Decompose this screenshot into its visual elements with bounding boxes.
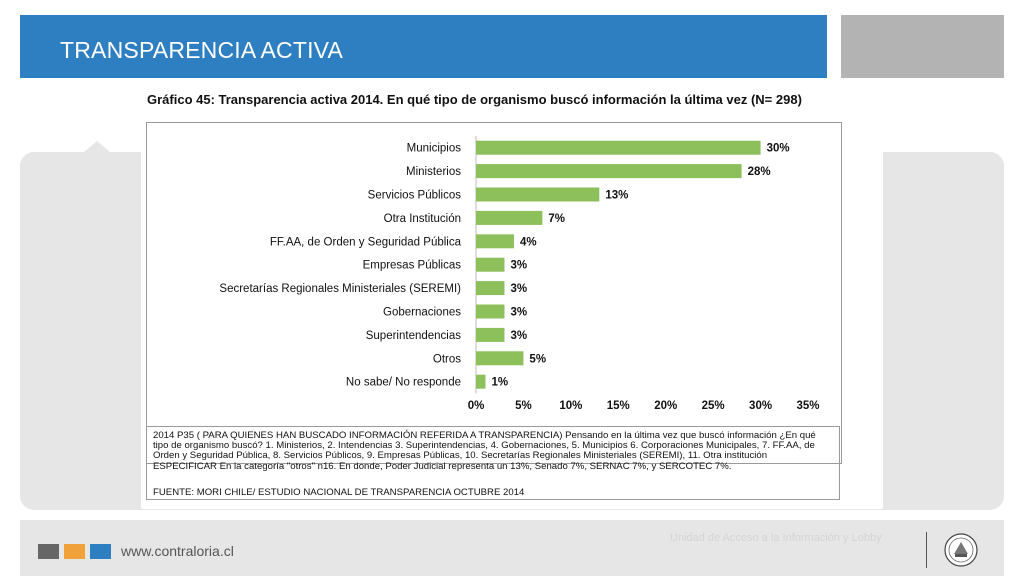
contraloria-seal-icon xyxy=(944,533,978,567)
category-label: Superintendencias xyxy=(366,330,462,342)
bar-chart: Municipios 30% Ministerios 28% Servicios Púb… xyxy=(219,136,820,412)
chart-title: Gráfico 45: Transparencia activa 2014. E… xyxy=(147,92,802,107)
category-label: Secretarías Regionales Ministeriales (SE… xyxy=(219,283,461,295)
category-label: No sabe/ No responde xyxy=(346,377,461,389)
slide-footer: www.contraloria.cl Unidad de Acceso a la… xyxy=(20,520,1004,576)
category-label: Ministerios xyxy=(406,166,461,178)
bar xyxy=(476,164,742,179)
category-label: Municipios xyxy=(407,143,462,155)
x-tick-label: 0% xyxy=(468,400,485,412)
bar xyxy=(476,234,514,249)
category-label: Otra Institución xyxy=(384,213,461,225)
data-label: 1% xyxy=(491,377,508,389)
question-note: 2014 P35 ( PARA QUIENES HAN BUSCADO INFO… xyxy=(146,426,840,500)
category-label: Servicios Públicos xyxy=(368,190,462,202)
chart-card: Gráfico 45: Transparencia activa 2014. E… xyxy=(141,85,883,509)
category-label: Otros xyxy=(433,353,461,365)
x-tick-label: 20% xyxy=(654,400,677,412)
data-label: 4% xyxy=(520,236,537,248)
plot-frame xyxy=(146,122,842,464)
header-side-block xyxy=(841,15,1004,78)
slide-header: TRANSPARENCIA ACTIVA xyxy=(20,15,827,78)
bar xyxy=(476,374,486,389)
category-label: Gobernaciones xyxy=(383,307,461,319)
footer-divider xyxy=(926,532,927,568)
panel-notch xyxy=(83,141,111,153)
bar xyxy=(476,140,761,155)
footer-square-gray xyxy=(38,544,59,559)
x-tick-label: 25% xyxy=(702,400,725,412)
footer-url-link[interactable]: www.contraloria.cl xyxy=(121,543,234,559)
slide-title: TRANSPARENCIA ACTIVA xyxy=(60,37,344,63)
bar xyxy=(476,257,505,272)
x-tick-label: 15% xyxy=(607,400,630,412)
data-label: 13% xyxy=(605,190,628,202)
x-tick-label: 5% xyxy=(515,400,532,412)
x-tick-label: 30% xyxy=(749,400,772,412)
footer-square-orange xyxy=(64,544,85,559)
bar xyxy=(476,210,543,225)
bar xyxy=(476,327,505,342)
data-label: 30% xyxy=(767,143,790,155)
category-label: Empresas Públicas xyxy=(363,260,462,272)
data-label: 3% xyxy=(510,307,527,319)
data-label: 5% xyxy=(529,353,546,365)
footer-square-blue xyxy=(90,544,111,559)
bar xyxy=(476,187,600,202)
bar xyxy=(476,304,505,319)
x-tick-label: 10% xyxy=(559,400,582,412)
source-text: FUENTE: MORI CHILE/ ESTUDIO NACIONAL DE … xyxy=(153,487,525,498)
data-label: 3% xyxy=(510,283,527,295)
question-text: 2014 P35 ( PARA QUIENES HAN BUSCADO INFO… xyxy=(153,430,816,472)
category-label: FF.AA, de Orden y Seguridad Pública xyxy=(270,236,462,248)
bar xyxy=(476,281,505,296)
data-label: 3% xyxy=(510,260,527,272)
data-label: 7% xyxy=(548,213,565,225)
x-tick-label: 35% xyxy=(796,400,819,412)
data-label: 28% xyxy=(748,166,771,178)
data-label: 3% xyxy=(510,330,527,342)
footer-unit-text: Unidad de Acceso a la Información y Lobb… xyxy=(670,532,882,544)
bar xyxy=(476,351,524,366)
